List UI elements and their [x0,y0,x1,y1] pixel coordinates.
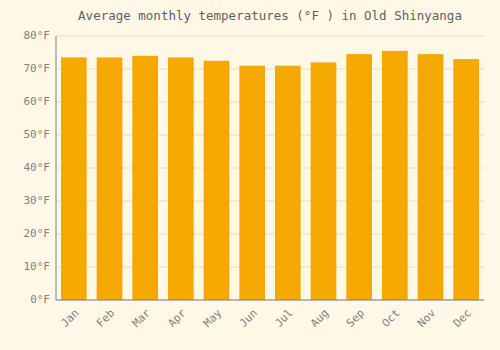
bar [275,66,301,300]
x-tick-label: Oct [379,307,402,330]
x-tick-label: May [201,306,225,330]
x-tick-label: Jul [272,307,295,330]
y-tick-label: 60°F [24,95,51,108]
bar [239,66,265,300]
x-ticks: Jan Feb Mar Apr May Jun Jul Aug Sep Oct Nov Dec [58,306,474,330]
bar [418,54,444,300]
x-tick-label: Nov [415,306,439,330]
y-tick-label: 20°F [24,227,51,240]
grid [56,36,484,300]
x-tick-label: Sep [344,307,367,330]
chart-title: Average monthly temperatures (°F ) in Ol… [78,8,462,23]
bar [311,62,337,300]
x-tick-label: Jun [237,307,260,330]
grid-line [56,36,484,37]
bar [97,57,123,300]
y-axis-line [56,36,57,300]
bar [346,54,372,300]
bars [61,51,479,300]
chart-svg: 0°F 10°F 20°F 30°F 40°F 50°F 60°F 70°F 80°F Jan Fe… [0,0,500,350]
bar [61,57,87,300]
bar [204,61,230,300]
y-tick-label: 40°F [24,161,51,174]
y-tick-label: 10°F [24,260,51,273]
x-tick-label: Aug [308,307,331,330]
bar [453,59,479,300]
x-tick-label: Apr [165,306,189,330]
x-axis-line [56,300,484,301]
y-tick-label: 50°F [24,128,51,141]
bar [132,56,158,300]
x-tick-label: Jan [58,307,81,330]
x-tick-label: Feb [94,307,117,330]
x-tick-label: Dec [451,307,474,330]
bar [382,51,408,300]
y-tick-label: 70°F [24,62,51,75]
y-tick-label: 30°F [24,194,51,207]
y-tick-label: 0°F [30,293,50,306]
grid-line [56,300,484,301]
y-tick-label: 80°F [24,29,51,42]
chart-container: 0°F 10°F 20°F 30°F 40°F 50°F 60°F 70°F 80°F Jan Fe… [0,0,500,350]
background [0,0,500,350]
bar [168,57,194,300]
y-ticks: 0°F 10°F 20°F 30°F 40°F 50°F 60°F 70°F 80°F [24,29,51,306]
x-tick-label: Mar [130,306,154,330]
